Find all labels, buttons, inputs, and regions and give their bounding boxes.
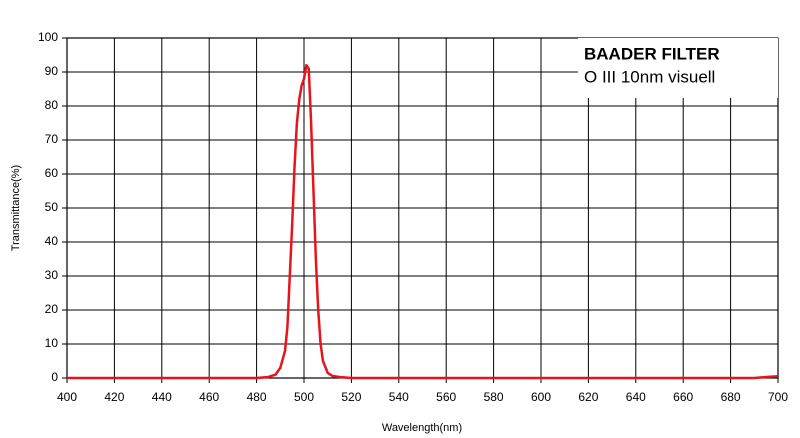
y-tick-label: 20	[45, 302, 59, 316]
chart-title: BAADER FILTER	[584, 44, 720, 63]
y-tick-label: 10	[45, 336, 59, 350]
y-tick-label: 40	[45, 234, 59, 248]
x-tick-label: 680	[721, 390, 741, 404]
y-tick-label: 50	[45, 200, 59, 214]
x-tick-label: 500	[294, 390, 314, 404]
x-tick-label: 540	[389, 390, 409, 404]
x-tick-label: 440	[152, 390, 172, 404]
annotation-box	[578, 38, 778, 98]
y-tick-label: 30	[45, 268, 59, 282]
y-tick-label: 100	[38, 30, 58, 44]
y-axis-label: Transmittance(%)	[10, 165, 22, 251]
x-axis-label: Wavelength(nm)	[382, 422, 462, 434]
x-tick-label: 400	[57, 390, 77, 404]
x-tick-label: 460	[199, 390, 219, 404]
y-tick-label: 60	[45, 166, 59, 180]
x-tick-label: 600	[531, 390, 551, 404]
y-tick-label: 90	[45, 64, 59, 78]
chart-subtitle: O III 10nm visuell	[584, 67, 715, 86]
x-tick-label: 640	[626, 390, 646, 404]
x-tick-label: 420	[104, 390, 124, 404]
x-tick-label: 620	[578, 390, 598, 404]
x-tick-label: 560	[436, 390, 456, 404]
x-tick-label: 660	[673, 390, 693, 404]
y-tick-label: 80	[45, 98, 59, 112]
x-tick-label: 700	[768, 390, 788, 404]
x-tick-label: 480	[247, 390, 267, 404]
y-tick-label: 70	[45, 132, 59, 146]
x-tick-label: 520	[341, 390, 361, 404]
y-tick-label: 0	[51, 370, 58, 384]
data-line	[67, 63, 779, 380]
x-tick-label: 580	[484, 390, 504, 404]
